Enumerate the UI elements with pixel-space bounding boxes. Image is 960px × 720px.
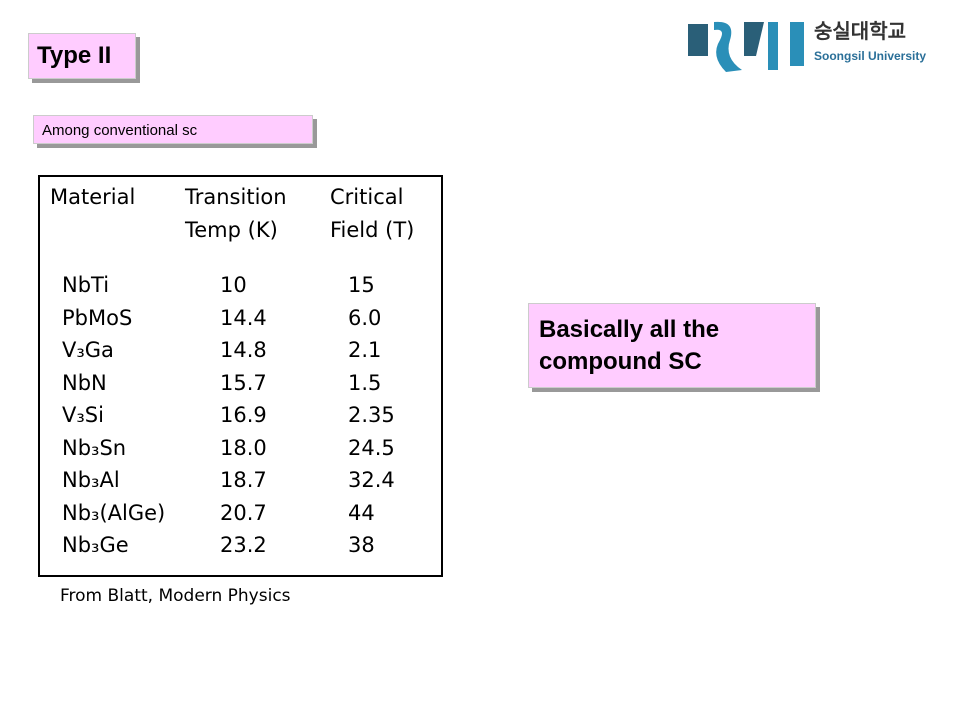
column-header: Transition	[185, 185, 287, 209]
column-header: Field (T)	[330, 218, 415, 242]
table-cell: 1.5	[348, 370, 382, 395]
table-cell: PbMoS	[62, 305, 133, 330]
table-cell: Nb₃Sn	[62, 435, 127, 460]
table-cell: 14.4	[220, 305, 267, 330]
table-cell: 32.4	[348, 468, 395, 492]
table-cell: NbTi	[62, 273, 110, 297]
callout: Basically all the compound SC	[528, 303, 816, 388]
column-header: Critical	[330, 185, 404, 209]
table-cell: Nb₃Al	[62, 468, 120, 492]
subtitle: Among conventional sc	[33, 115, 313, 144]
table-cell: 14.8	[220, 338, 267, 362]
table-cell: Nb₃(AlGe)	[62, 500, 166, 525]
table-cell: V₃Si	[62, 403, 104, 427]
table-cell: 6.0	[348, 305, 382, 330]
table-cell: 24.5	[348, 435, 395, 460]
table-caption: From Blatt, Modern Physics	[60, 586, 291, 606]
table-cell: 23.2	[220, 533, 267, 557]
column-header: Material	[50, 185, 136, 209]
table-cell: 15	[348, 273, 375, 297]
callout-line: Basically all the	[539, 316, 720, 343]
logo-english: Soongsil University	[814, 49, 926, 63]
table-cell: 18.0	[220, 435, 267, 460]
logo-korean: 숭실대학교	[814, 19, 906, 43]
slide-title: Type II	[28, 33, 136, 79]
table-cell: 16.9	[220, 403, 267, 427]
column-header: Temp (K)	[185, 218, 278, 242]
table-cell: 20.7	[220, 500, 267, 525]
table-cell: 44	[348, 500, 375, 525]
callout-line: compound SC	[539, 348, 702, 375]
table-cell: NbN	[62, 370, 107, 395]
table-cell: 2.1	[348, 338, 382, 362]
table-cell: 15.7	[220, 370, 267, 395]
table-cell: V₃Ga	[62, 338, 114, 362]
table-cell: 10	[220, 273, 247, 297]
table-cell: 18.7	[220, 468, 267, 492]
logo: 숭실대학교 Soongsil University	[688, 19, 926, 72]
table: Material Transition Temp (K) Critical Field …	[38, 175, 443, 577]
table-cell: 2.35	[348, 403, 395, 427]
table-cell: 38	[348, 533, 375, 557]
table-cell: Nb₃Ge	[62, 533, 129, 557]
